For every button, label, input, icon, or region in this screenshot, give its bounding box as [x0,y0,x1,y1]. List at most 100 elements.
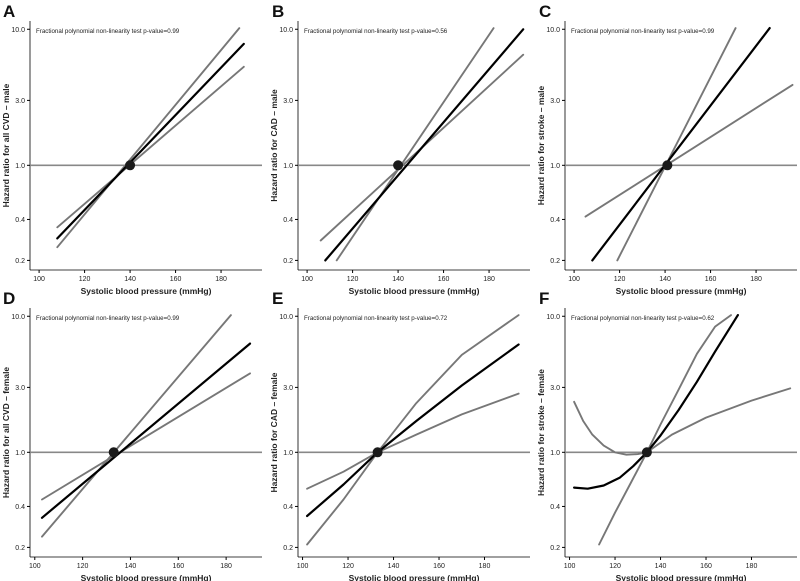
reference-point [108,447,119,458]
estimate-line [40,342,252,519]
x-tick-label: 160 [172,563,184,570]
x-tick-label: 180 [215,276,227,283]
panel-label: F [539,289,549,308]
x-axis-title: Systolic blood pressure (mmHg) [81,286,212,296]
y-tick-label: 3.0 [15,385,25,392]
y-axis-title: Hazard ratio for all CVD – male [1,83,11,207]
ci-upper-line [56,27,241,249]
y-tick-label: 10.0 [279,314,293,321]
reference-point [125,160,136,171]
y-tick-label: 0.2 [550,545,560,552]
ci-upper-line [41,314,232,538]
ci-lower-line [306,392,520,490]
ci-lower-line [41,372,251,501]
annotation-text: Fractional polynomial non-linearity test… [36,28,180,35]
annotation-text: Fractional polynomial non-linearity test… [304,28,448,35]
y-tick-label: 3.0 [550,98,560,105]
y-tick-label: 0.2 [283,545,293,552]
annotation-text: Fractional polynomial non-linearity test… [304,315,448,322]
estimate-line [324,28,525,262]
x-axis-title: Systolic blood pressure (mmHg) [81,573,212,581]
x-tick-label: 140 [124,276,136,283]
ci-lower-line [56,65,245,229]
reference-point [641,447,652,458]
y-tick-label: 0.2 [15,545,25,552]
ci-upper-line [645,314,732,454]
ci-lower-line [584,83,794,218]
y-tick-label: 0.4 [550,217,560,224]
x-tick-label: 100 [33,276,45,283]
x-tick-label: 120 [609,563,621,570]
panel-label: C [539,2,551,21]
y-tick-label: 0.4 [15,504,25,511]
y-tick-label: 1.0 [550,450,560,457]
x-tick-label: 140 [659,276,671,283]
x-tick-label: 120 [614,276,626,283]
y-tick-label: 1.0 [550,163,560,170]
y-axis-title: Hazard ratio for all CVD – female [1,367,11,499]
x-tick-label: 160 [438,276,450,283]
panel-f: F 100 120 140 160 180 0.2 0.4 1.0 3.0 10.0 Systolic… [536,289,797,581]
y-tick-label: 0.2 [283,258,293,265]
x-tick-label: 100 [301,276,313,283]
y-tick-label: 3.0 [15,98,25,105]
y-axis-title: Hazard ratio for stroke – female [536,369,546,496]
y-tick-label: 3.0 [550,385,560,392]
y-tick-label: 10.0 [279,27,293,34]
x-tick-label: 100 [29,563,41,570]
y-tick-label: 0.4 [550,504,560,511]
y-tick-label: 3.0 [283,98,293,105]
ci-lower-line [598,387,792,546]
x-tick-label: 180 [483,276,495,283]
y-tick-label: 0.4 [283,504,293,511]
panel-label: A [3,2,15,21]
x-tick-label: 140 [125,563,137,570]
x-tick-label: 140 [388,563,400,570]
x-tick-label: 160 [700,563,712,570]
x-tick-label: 100 [564,563,576,570]
x-tick-label: 160 [170,276,182,283]
y-tick-label: 10.0 [11,27,25,34]
ci-upper-line [573,400,648,456]
x-axis-title: Systolic blood pressure (mmHg) [616,573,747,581]
x-tick-label: 160 [433,563,445,570]
y-tick-label: 1.0 [15,450,25,457]
x-tick-label: 140 [392,276,404,283]
x-tick-label: 160 [705,276,717,283]
panel-label: D [3,289,15,308]
y-axis-title: Hazard ratio for CAD – male [269,89,279,202]
panel-c: C 100 120 140 160 180 0.2 0.4 1.0 3.0 10.0 Systolic… [536,2,797,296]
x-tick-label: 120 [342,563,354,570]
x-tick-label: 180 [750,276,762,283]
x-axis-title: Systolic blood pressure (mmHg) [616,286,747,296]
x-tick-label: 100 [568,276,580,283]
panel-label: B [272,2,284,21]
y-tick-label: 1.0 [283,450,293,457]
ci-upper-line [306,314,520,546]
annotation-text: Fractional polynomial non-linearity test… [571,28,715,35]
reference-point [372,447,383,458]
panel-d: D 100 120 140 160 180 0.2 0.4 1.0 3.0 10.0 Systolic… [1,289,262,581]
estimate-line [591,27,771,262]
y-axis-title: Hazard ratio for CAD – female [269,372,279,492]
reference-point [393,160,404,171]
reference-point [662,160,673,171]
x-axis-title: Systolic blood pressure (mmHg) [349,286,480,296]
x-tick-label: 120 [79,276,91,283]
x-tick-label: 180 [220,563,232,570]
estimate-line [572,314,740,490]
y-tick-label: 0.2 [550,258,560,265]
y-tick-label: 0.2 [15,258,25,265]
panel-a: A 100 120 140 160 180 0.2 0.4 1.0 3.0 10.0 Systolic… [1,2,262,296]
x-tick-label: 120 [77,563,89,570]
x-tick-label: 100 [297,563,309,570]
panel-b: B 100 120 140 160 180 0.2 0.4 1.0 3.0 10.0 Systolic… [269,2,530,296]
ci-upper-line [335,27,495,262]
y-tick-label: 10.0 [546,27,560,34]
x-tick-label: 180 [746,563,758,570]
estimate-line [306,343,520,518]
y-tick-label: 3.0 [283,385,293,392]
x-tick-label: 140 [655,563,667,570]
y-tick-label: 0.4 [283,217,293,224]
y-tick-label: 10.0 [546,314,560,321]
